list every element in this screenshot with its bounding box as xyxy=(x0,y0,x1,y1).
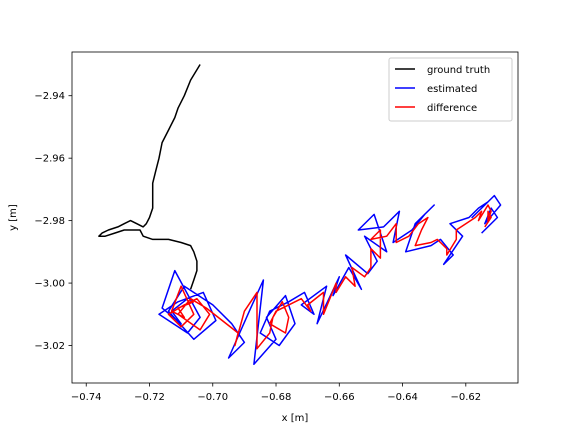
x-tick-label: −0.64 xyxy=(387,392,418,403)
legend: ground truth estimated difference xyxy=(388,57,513,122)
x-tick-label: −0.70 xyxy=(197,392,228,403)
series-line-ground-truth xyxy=(98,64,201,290)
x-tick-label: −0.62 xyxy=(450,392,481,403)
series-line-estimated xyxy=(158,194,502,366)
legend-box xyxy=(388,57,513,122)
y-tick-label: −2.94 xyxy=(34,91,65,102)
y-tick-label: −2.98 xyxy=(34,216,65,227)
y-axis-ticks: −2.94 −2.96 −2.98 −3.00 −3.02 xyxy=(34,91,72,352)
x-tick-label: −0.74 xyxy=(71,392,102,403)
y-tick-label: −3.00 xyxy=(34,279,65,290)
x-tick-label: −0.68 xyxy=(261,392,292,403)
x-tick-label: −0.72 xyxy=(134,392,165,403)
legend-label-estimated: estimated xyxy=(427,84,477,95)
x-axis-label: x [m] xyxy=(282,413,309,424)
series-line-difference xyxy=(167,204,492,350)
y-tick-label: −3.02 xyxy=(34,341,65,352)
x-axis-ticks: −0.74 −0.72 −0.70 −0.68 −0.66 −0.64 −0.62 xyxy=(71,383,481,403)
axes-frame xyxy=(71,51,519,384)
y-tick-label: −2.96 xyxy=(34,154,65,165)
legend-label-difference: difference xyxy=(427,103,477,114)
legend-label-ground-truth: ground truth xyxy=(427,65,490,76)
plot-area xyxy=(98,64,502,366)
y-axis-label: y [m] xyxy=(8,204,19,231)
x-tick-label: −0.66 xyxy=(324,392,355,403)
